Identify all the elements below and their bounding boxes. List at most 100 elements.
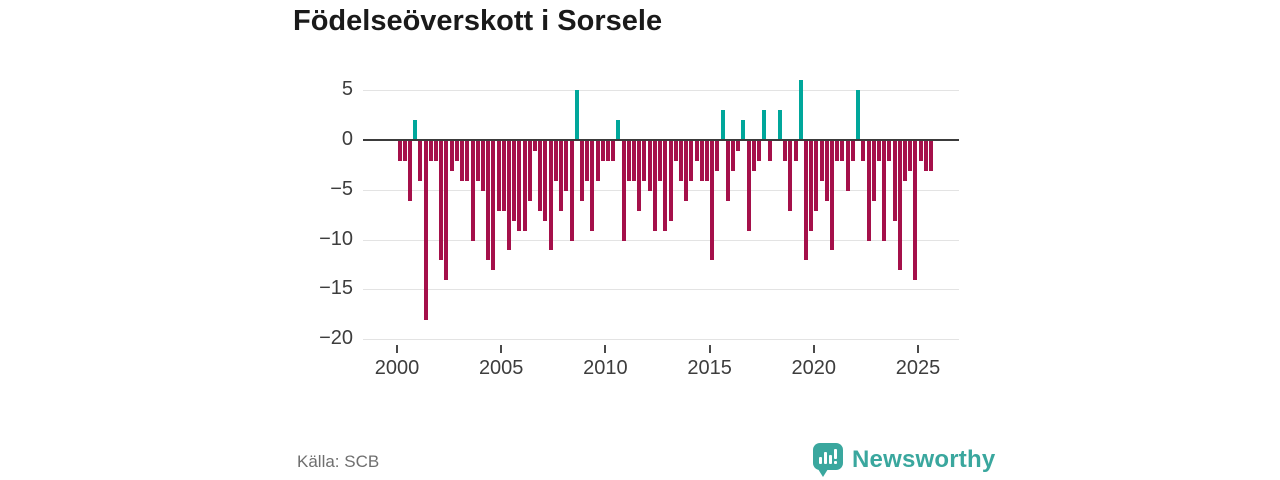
bar-2020Q2 bbox=[819, 141, 824, 181]
bar-2001Q3 bbox=[428, 141, 433, 161]
x-axis-tick bbox=[708, 345, 711, 353]
bar-2015Q3 bbox=[720, 110, 725, 140]
bar-2012Q1 bbox=[647, 141, 652, 191]
bar-2011Q2 bbox=[632, 141, 637, 181]
bar-2016Q4 bbox=[746, 141, 751, 231]
bar-2016Q3 bbox=[741, 120, 746, 140]
bar-2005Q4 bbox=[517, 141, 522, 231]
bar-2015Q1 bbox=[710, 141, 715, 261]
bar-2009Q2 bbox=[590, 141, 595, 231]
bar-2003Q4 bbox=[475, 141, 480, 181]
bar-2021Q3 bbox=[845, 141, 850, 191]
bar-2008Q4 bbox=[579, 141, 584, 201]
y-axis-tick-label: 0 bbox=[341, 128, 353, 150]
bar-2014Q2 bbox=[694, 141, 699, 161]
bar-2003Q1 bbox=[460, 141, 465, 181]
x-axis-tick-label: 2010 bbox=[583, 357, 628, 379]
y-axis-tick-label: −15 bbox=[319, 277, 353, 300]
bar-2015Q2 bbox=[715, 141, 720, 171]
bar-2000Q2 bbox=[402, 141, 407, 161]
bar-2007Q1 bbox=[543, 141, 548, 221]
bar-2019Q3 bbox=[803, 141, 808, 261]
bar-2006Q3 bbox=[533, 141, 538, 151]
bar-2001Q2 bbox=[423, 141, 428, 321]
bar-2000Q1 bbox=[397, 141, 402, 161]
bar-2016Q2 bbox=[736, 141, 741, 151]
bar-2010Q3 bbox=[616, 120, 621, 140]
x-axis-tick-label: 2015 bbox=[687, 357, 732, 379]
bar-2021Q2 bbox=[840, 141, 845, 161]
bar-2005Q2 bbox=[507, 141, 511, 251]
zero-line bbox=[363, 139, 959, 141]
bar-2024Q3 bbox=[908, 141, 913, 171]
bar-2019Q4 bbox=[809, 141, 814, 231]
y-axis-tick-label: 5 bbox=[341, 78, 353, 101]
bar-2007Q3 bbox=[553, 141, 558, 181]
source-label: Källa: SCB bbox=[297, 452, 380, 471]
bar-2024Q2 bbox=[902, 141, 907, 181]
bar-2009Q4 bbox=[600, 141, 605, 161]
bar-2025Q3 bbox=[929, 141, 934, 171]
bar-2010Q1 bbox=[606, 141, 610, 161]
bar-2000Q4 bbox=[413, 120, 418, 140]
bar-2012Q2 bbox=[652, 141, 657, 231]
bar-2006Q1 bbox=[522, 141, 527, 231]
bar-2014Q1 bbox=[689, 141, 694, 181]
bar-2011Q3 bbox=[637, 141, 642, 211]
bar-2006Q2 bbox=[527, 141, 532, 201]
bar-2017Q2 bbox=[757, 141, 762, 161]
bar-2010Q2 bbox=[611, 141, 616, 161]
bar-2022Q1 bbox=[856, 90, 861, 140]
bar-2004Q2 bbox=[486, 141, 491, 261]
bar-2003Q3 bbox=[470, 141, 475, 241]
y-axis-tick-label: −10 bbox=[319, 227, 353, 250]
bar-2005Q1 bbox=[501, 141, 506, 211]
bar-2019Q1 bbox=[793, 141, 798, 161]
bar-2017Q3 bbox=[762, 110, 767, 140]
gridline bbox=[363, 289, 959, 291]
bar-2025Q1 bbox=[918, 141, 923, 161]
bar-2017Q4 bbox=[767, 141, 772, 161]
bar-2013Q2 bbox=[673, 141, 678, 161]
bar-2008Q1 bbox=[564, 141, 569, 191]
x-axis-tick-label: 2000 bbox=[374, 357, 420, 379]
bar-2007Q2 bbox=[548, 141, 553, 251]
bar-2002Q4 bbox=[454, 141, 459, 161]
bar-2001Q4 bbox=[434, 141, 439, 161]
bar-2025Q2 bbox=[923, 141, 928, 171]
bar-2022Q3 bbox=[866, 141, 871, 241]
bar-2009Q1 bbox=[585, 141, 590, 181]
bar-2014Q4 bbox=[704, 141, 709, 181]
bar-2002Q1 bbox=[439, 141, 444, 261]
x-axis-tick-label: 2020 bbox=[791, 357, 837, 379]
gridline bbox=[363, 239, 959, 241]
bar-2002Q2 bbox=[444, 141, 449, 281]
bar-2014Q3 bbox=[699, 141, 704, 181]
y-axis-tick-label: −5 bbox=[330, 177, 353, 200]
bar-2012Q4 bbox=[663, 141, 668, 231]
bar-2011Q1 bbox=[626, 141, 631, 181]
bar-2008Q3 bbox=[574, 90, 579, 140]
bar-2005Q3 bbox=[512, 141, 517, 221]
bar-2013Q1 bbox=[668, 141, 673, 221]
bar-2023Q2 bbox=[882, 141, 887, 241]
bar-2006Q4 bbox=[538, 141, 543, 211]
bar-2013Q4 bbox=[684, 141, 689, 201]
x-axis-tick bbox=[500, 345, 503, 353]
bar-2011Q4 bbox=[642, 141, 647, 181]
bar-2021Q1 bbox=[835, 141, 840, 161]
bar-2010Q4 bbox=[621, 141, 626, 241]
bar-2020Q1 bbox=[814, 141, 819, 211]
bar-2024Q4 bbox=[913, 141, 918, 281]
chart-title: Födelseöverskott i Sorsele bbox=[293, 5, 663, 37]
bar-2021Q4 bbox=[850, 141, 855, 161]
x-axis-tick bbox=[812, 345, 815, 353]
bar-2022Q4 bbox=[871, 141, 876, 201]
bar-2023Q3 bbox=[887, 141, 892, 161]
bar-2008Q2 bbox=[569, 141, 574, 241]
bar-2004Q1 bbox=[480, 141, 485, 191]
bar-2000Q3 bbox=[408, 141, 413, 201]
bar-2003Q2 bbox=[465, 141, 470, 181]
gridline bbox=[363, 90, 959, 92]
